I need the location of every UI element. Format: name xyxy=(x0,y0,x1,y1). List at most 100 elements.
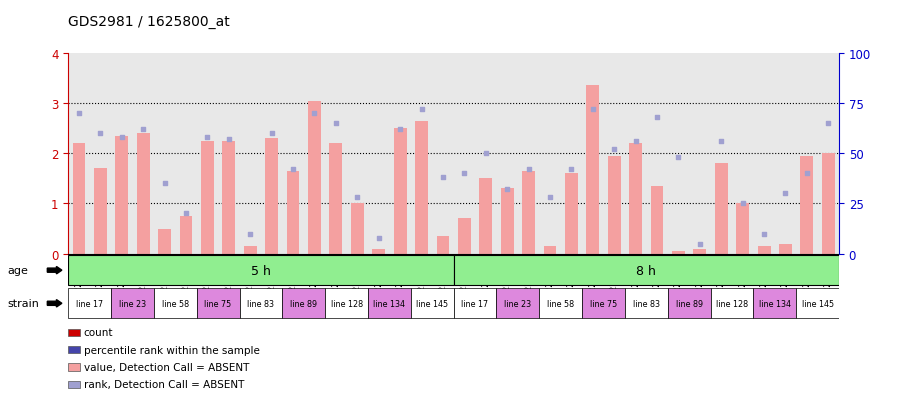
Text: line 134: line 134 xyxy=(759,299,791,308)
Text: line 145: line 145 xyxy=(416,299,449,308)
Point xyxy=(414,107,429,113)
Bar xyxy=(94,169,106,254)
Bar xyxy=(158,229,171,254)
Bar xyxy=(265,139,278,254)
Point xyxy=(607,147,622,153)
Bar xyxy=(239,289,282,318)
Bar xyxy=(372,249,385,254)
Text: line 75: line 75 xyxy=(205,299,232,308)
Text: 8 h: 8 h xyxy=(636,264,656,277)
Bar xyxy=(565,174,578,254)
Point xyxy=(371,235,386,241)
Text: count: count xyxy=(84,328,113,337)
Bar xyxy=(458,219,470,254)
Point xyxy=(500,187,514,193)
Text: line 23: line 23 xyxy=(504,299,531,308)
Point xyxy=(115,135,129,141)
Bar xyxy=(608,157,621,254)
Point xyxy=(778,191,793,197)
Point xyxy=(628,138,642,145)
Bar xyxy=(582,289,625,318)
Bar xyxy=(325,289,368,318)
Bar xyxy=(822,154,834,254)
Bar xyxy=(480,179,492,254)
Point xyxy=(286,166,300,173)
Bar xyxy=(68,289,111,318)
Text: line 89: line 89 xyxy=(290,299,318,308)
Point xyxy=(457,171,471,177)
Point xyxy=(200,135,215,141)
Point xyxy=(542,195,557,201)
Bar xyxy=(197,289,239,318)
Bar xyxy=(73,144,86,254)
Bar xyxy=(222,141,236,254)
Text: line 145: line 145 xyxy=(802,299,834,308)
Point xyxy=(157,180,172,187)
Bar xyxy=(753,289,796,318)
Bar xyxy=(415,121,428,254)
Point xyxy=(350,195,365,201)
Point xyxy=(72,110,86,117)
Bar xyxy=(779,244,792,254)
Point xyxy=(757,230,772,237)
Bar xyxy=(453,256,839,285)
Bar xyxy=(736,204,749,254)
Bar xyxy=(629,144,642,254)
Text: value, Detection Call = ABSENT: value, Detection Call = ABSENT xyxy=(84,362,249,372)
Text: line 89: line 89 xyxy=(675,299,703,308)
Bar xyxy=(497,289,540,318)
Bar xyxy=(715,164,728,254)
Point xyxy=(672,154,686,161)
Text: line 58: line 58 xyxy=(162,299,189,308)
Text: line 128: line 128 xyxy=(330,299,363,308)
Bar xyxy=(154,289,197,318)
Text: line 23: line 23 xyxy=(119,299,146,308)
Point xyxy=(436,175,450,181)
Bar xyxy=(368,289,410,318)
Bar xyxy=(453,289,497,318)
Bar xyxy=(522,171,535,254)
Point xyxy=(308,110,322,117)
Bar xyxy=(540,289,582,318)
Point xyxy=(178,211,193,217)
Bar xyxy=(501,189,513,254)
Text: percentile rank within the sample: percentile rank within the sample xyxy=(84,345,259,355)
Point xyxy=(585,107,600,113)
Bar xyxy=(201,141,214,254)
Bar xyxy=(329,144,342,254)
Point xyxy=(329,121,343,127)
Bar xyxy=(801,157,814,254)
Bar xyxy=(394,129,407,254)
Text: rank, Detection Call = ABSENT: rank, Detection Call = ABSENT xyxy=(84,380,244,389)
Text: line 83: line 83 xyxy=(248,299,275,308)
Point xyxy=(821,121,835,127)
Point xyxy=(393,126,408,133)
Bar xyxy=(410,289,453,318)
Point xyxy=(800,171,814,177)
Point xyxy=(693,241,707,247)
Point xyxy=(479,150,493,157)
Bar xyxy=(116,136,128,254)
Point xyxy=(221,137,236,143)
Bar xyxy=(625,289,668,318)
Point xyxy=(265,131,279,137)
Bar xyxy=(111,289,154,318)
Bar xyxy=(287,171,299,254)
Bar xyxy=(693,249,706,254)
Point xyxy=(735,201,750,207)
Text: line 17: line 17 xyxy=(461,299,489,308)
Bar xyxy=(651,186,663,254)
Point xyxy=(714,138,729,145)
Text: line 17: line 17 xyxy=(76,299,103,308)
Text: GDS2981 / 1625800_at: GDS2981 / 1625800_at xyxy=(68,15,230,29)
Point xyxy=(564,166,579,173)
Bar xyxy=(244,247,257,254)
Bar xyxy=(758,247,771,254)
Text: line 75: line 75 xyxy=(590,299,617,308)
Bar xyxy=(543,247,556,254)
Bar xyxy=(68,256,453,285)
Point xyxy=(243,230,258,237)
Text: strain: strain xyxy=(7,299,39,309)
Point xyxy=(650,114,664,121)
Bar xyxy=(282,289,325,318)
